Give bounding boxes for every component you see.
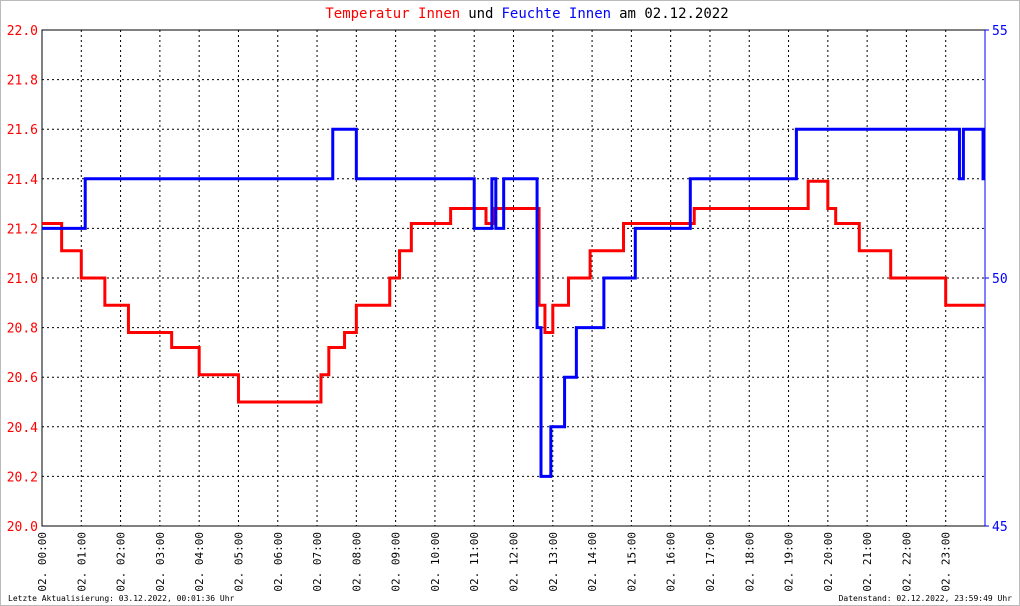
y2-tick-label: 55 — [992, 24, 1008, 39]
x-tick-label: 02. 07:00 — [311, 532, 324, 592]
x-tick-label: 02. 14:00 — [586, 532, 599, 592]
x-tick-label: 02. 05:00 — [232, 532, 245, 592]
y-tick-label: 20.6 — [7, 371, 38, 386]
x-tick-label: 02. 23:00 — [940, 532, 953, 592]
x-tick-label: 02. 00:00 — [36, 532, 49, 592]
y-tick-label: 21.8 — [7, 74, 38, 89]
x-tick-label: 02. 08:00 — [350, 532, 363, 592]
x-tick-label: 02. 04:00 — [193, 532, 206, 592]
x-tick-label: 02. 15:00 — [625, 532, 638, 592]
title-part: und — [468, 6, 493, 22]
y-tick-label: 21.4 — [7, 173, 38, 188]
y-tick-label: 21.2 — [7, 222, 38, 237]
x-tick-label: 02. 10:00 — [429, 532, 442, 592]
x-tick-label: 02. 02:00 — [115, 532, 128, 592]
data-line — [42, 179, 985, 404]
footer-left: Letzte Aktualisierung: 03.12.2022, 00:01… — [8, 594, 235, 603]
y-tick-label: 22.0 — [7, 24, 38, 39]
y-tick-label: 20.4 — [7, 421, 38, 436]
y-tick-label: 20.2 — [7, 470, 38, 485]
x-tick-label: 02. 01:00 — [75, 532, 88, 592]
y-tick-label: 20.0 — [7, 520, 38, 535]
footer-right: Datenstand: 02.12.2022, 23:59:49 Uhr — [839, 594, 1013, 603]
x-tick-label: 02. 19:00 — [783, 532, 796, 592]
title-part: Feuchte Innen — [502, 6, 612, 22]
y2-tick-label: 50 — [992, 272, 1008, 287]
x-tick-label: 02. 09:00 — [390, 532, 403, 592]
x-tick-label: 02. 17:00 — [704, 532, 717, 592]
x-tick-label: 02. 20:00 — [822, 532, 835, 592]
x-tick-label: 02. 16:00 — [665, 532, 678, 592]
x-tick-label: 02. 03:00 — [154, 532, 167, 592]
title-part: Temperatur Innen — [325, 6, 460, 22]
chart-title: Temperatur Innen und Feuchte Innen am 02.12… — [325, 6, 728, 22]
y2-tick-label: 45 — [992, 520, 1008, 535]
x-tick-label: 02. 11:00 — [468, 532, 481, 592]
data-line — [42, 127, 985, 478]
x-tick-label: 02. 12:00 — [508, 532, 521, 592]
y-tick-label: 21.0 — [7, 272, 38, 287]
title-part: am 02.12.2022 — [619, 6, 729, 22]
y-tick-label: 21.6 — [7, 123, 38, 138]
x-tick-label: 02. 18:00 — [743, 532, 756, 592]
x-tick-label: 02. 06:00 — [272, 532, 285, 592]
x-tick-label: 02. 21:00 — [861, 532, 874, 592]
y-tick-label: 20.8 — [7, 322, 38, 337]
x-tick-label: 02. 13:00 — [547, 532, 560, 592]
x-tick-label: 02. 22:00 — [900, 532, 913, 592]
